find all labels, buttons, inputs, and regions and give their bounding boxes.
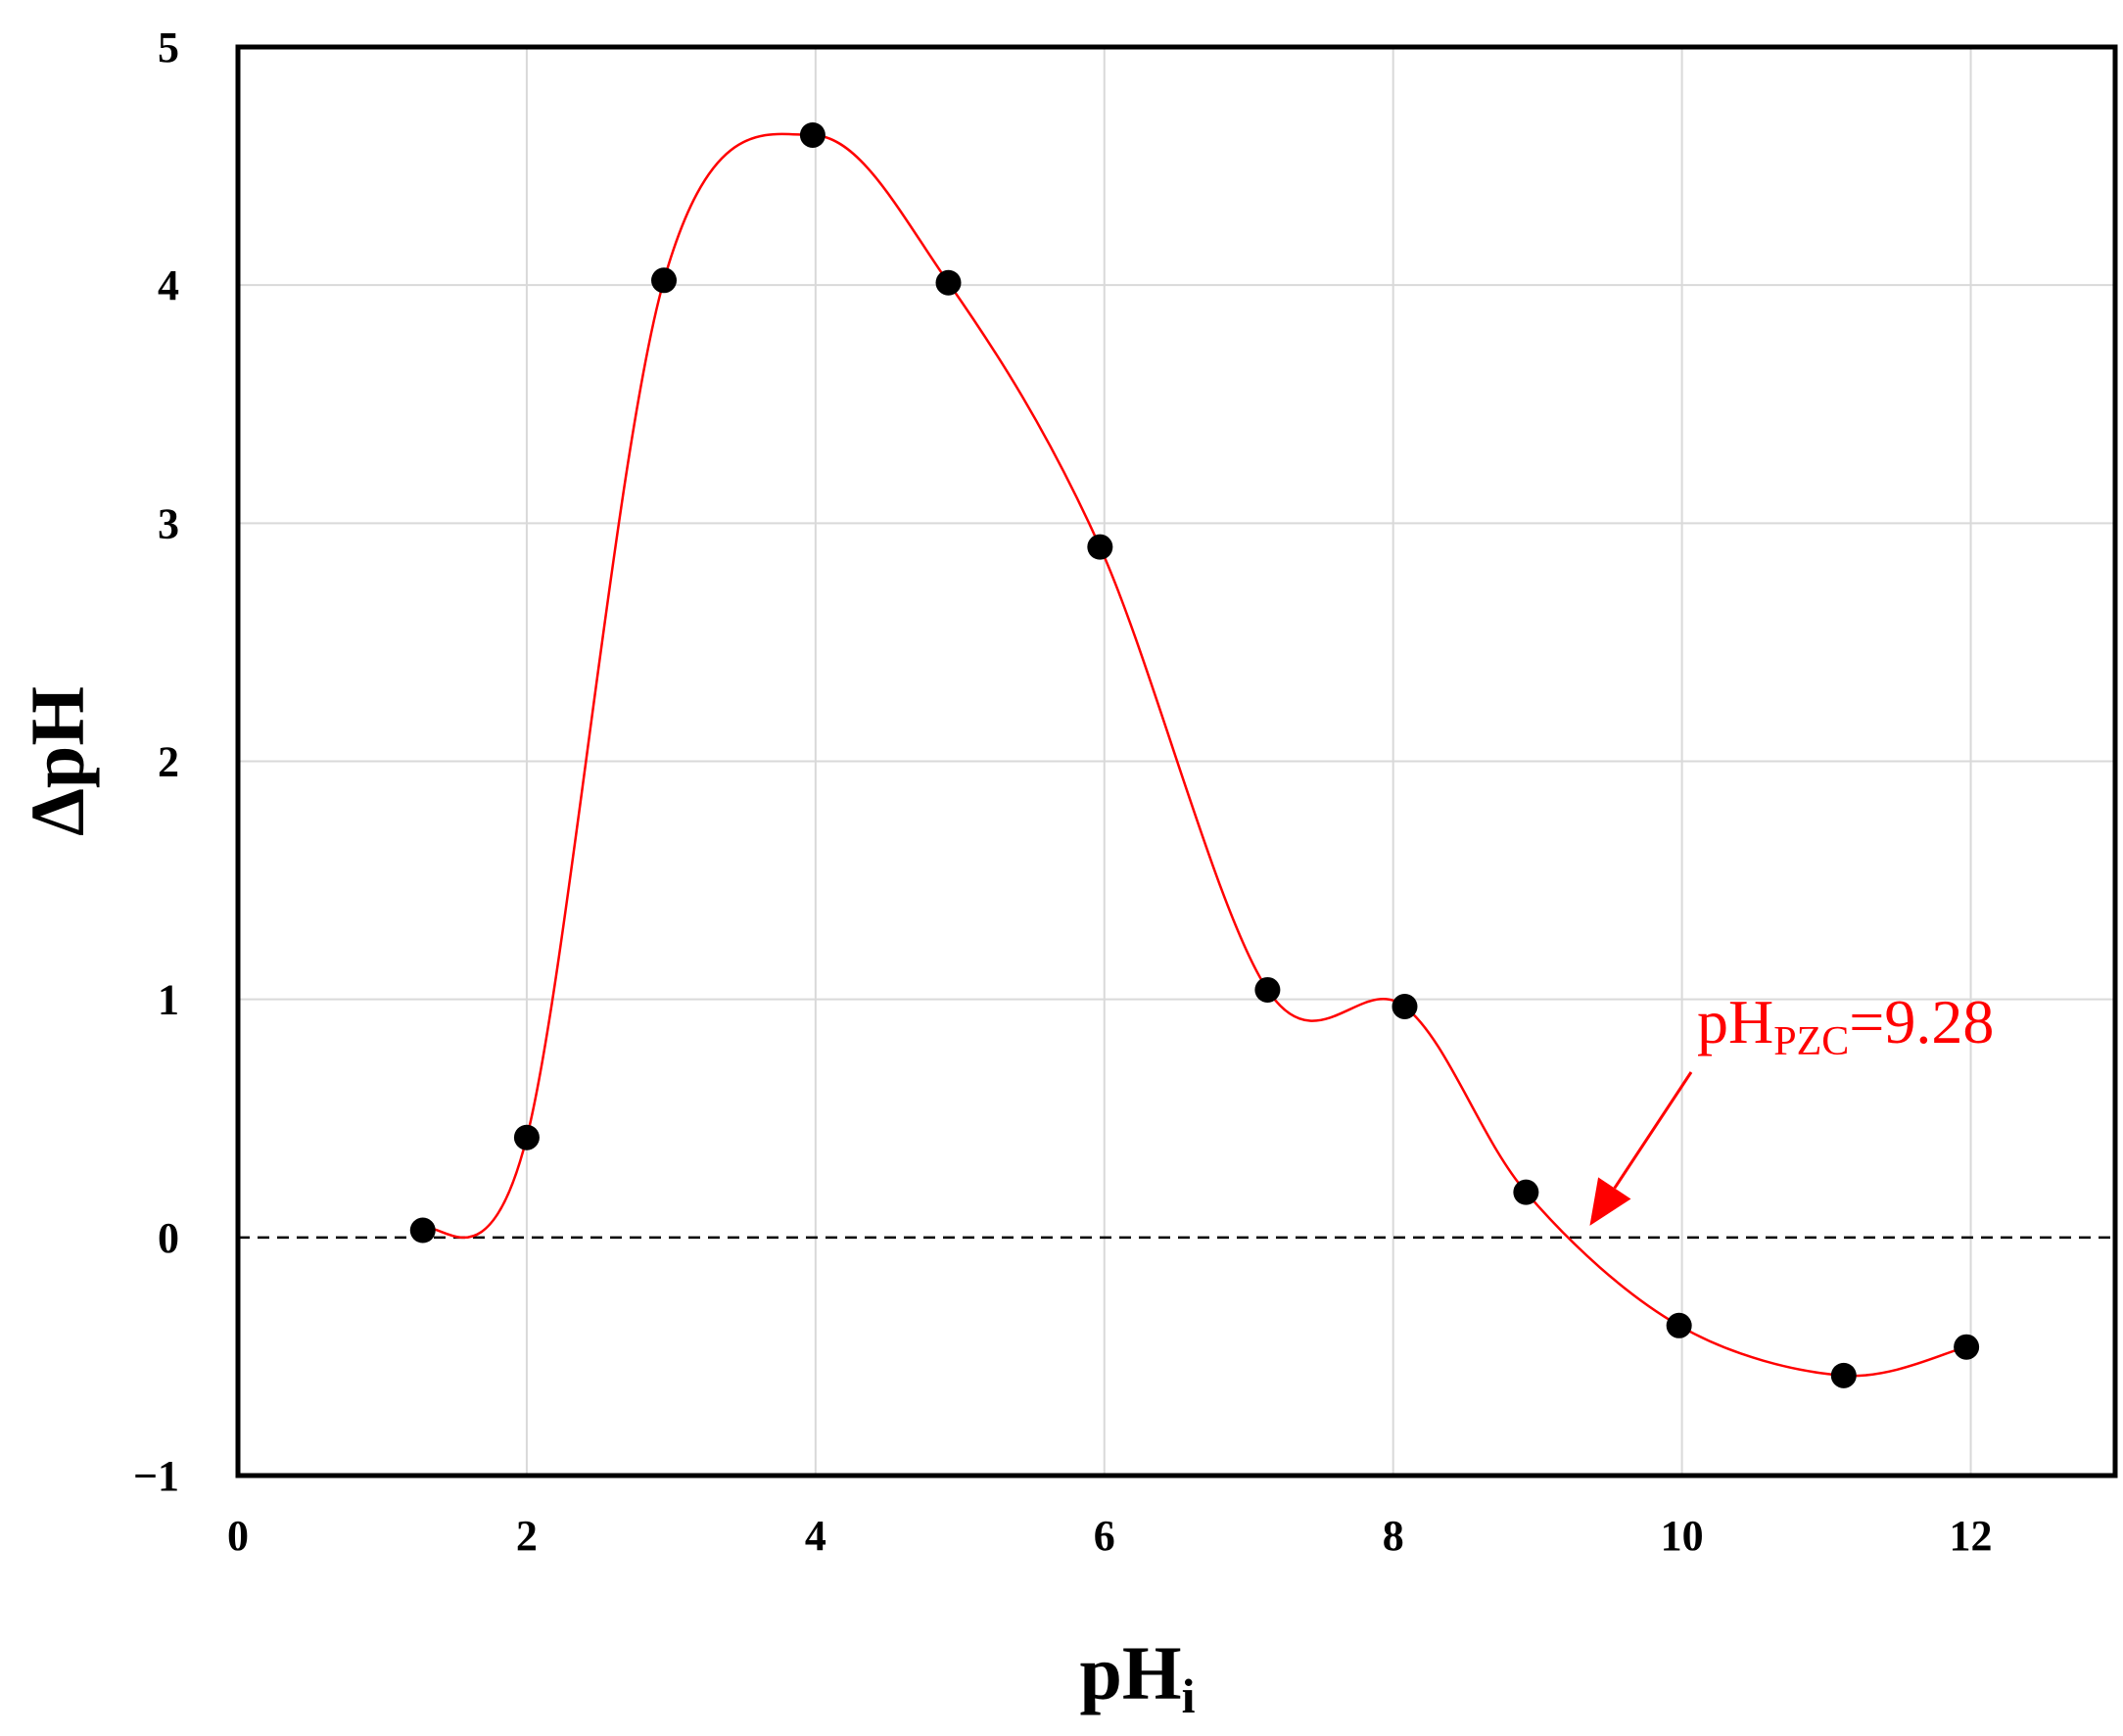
x-tick-label: 6 (1094, 1512, 1115, 1560)
data-point (1254, 976, 1281, 1003)
x-axis-title: pHi (1080, 1630, 1196, 1723)
y-tick-label: 3 (158, 499, 179, 547)
data-point (409, 1217, 436, 1243)
y-tick-label: 0 (158, 1214, 179, 1262)
x-axis-title-main: pH (1080, 1630, 1182, 1715)
plot-frame (235, 44, 2118, 1478)
x-tick-label: 12 (1950, 1512, 1993, 1560)
pzc-annotation-value: =9.28 (1849, 987, 1994, 1056)
data-point (935, 269, 962, 296)
y-tick-label: −1 (133, 1452, 179, 1500)
y-tick-label: 2 (158, 738, 179, 786)
pzc-annotation-subscript: PZC (1773, 1019, 1849, 1064)
data-point (1087, 534, 1113, 560)
series-curve (421, 132, 1967, 1378)
y-tick-labels: −1 0 1 2 3 4 5 (133, 23, 179, 1500)
data-point (1830, 1362, 1857, 1388)
x-tick-label: 10 (1661, 1512, 1704, 1560)
x-axis-title-subscript: i (1182, 1668, 1196, 1723)
data-point (651, 267, 678, 294)
pzc-annotation-text: pHPZC=9.28 (1697, 987, 1994, 1064)
data-point (1954, 1334, 1980, 1360)
y-tick-label: 1 (158, 976, 179, 1024)
y-axis-title: ΔpH (15, 686, 100, 836)
data-point (1392, 993, 1418, 1019)
y-tick-label: 5 (158, 23, 179, 71)
x-tick-label: 4 (805, 1512, 826, 1560)
x-tick-label: 8 (1383, 1512, 1404, 1560)
x-tick-label: 2 (516, 1512, 538, 1560)
x-tick-label: 0 (227, 1512, 249, 1560)
y-tick-label: 4 (158, 261, 179, 309)
data-point (799, 121, 826, 148)
fit-curve (421, 132, 1967, 1378)
data-point (1513, 1179, 1539, 1205)
pzc-annotation-prefix: pH (1697, 987, 1773, 1056)
pzc-arrow-line (1613, 1071, 1693, 1190)
data-points (409, 121, 1980, 1388)
pzc-arrow-head (1589, 1177, 1631, 1226)
data-point (513, 1124, 540, 1150)
pzc-annotation: pHPZC=9.28 (1589, 987, 1994, 1226)
x-tick-labels: 0 2 4 6 8 10 12 (227, 1512, 1993, 1560)
data-point (1666, 1312, 1692, 1338)
